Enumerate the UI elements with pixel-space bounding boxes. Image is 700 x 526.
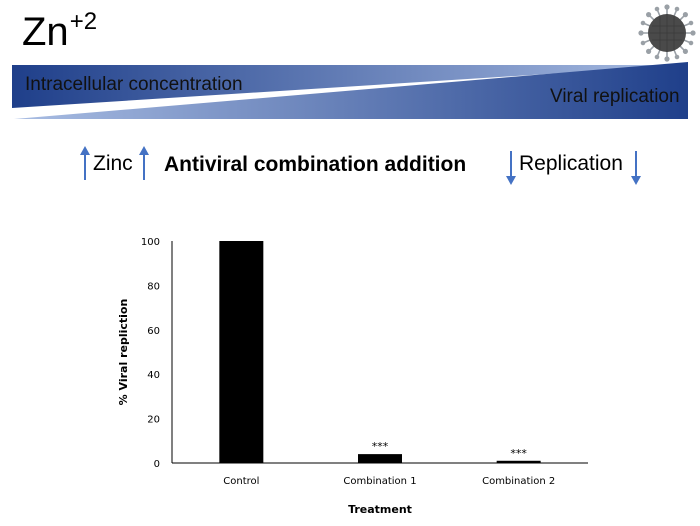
x-tick-label: Combination 1: [343, 476, 416, 487]
y-tick-label: 60: [147, 326, 160, 337]
x-axis-label: Treatment: [348, 503, 412, 516]
virus-icon: [638, 4, 696, 62]
viral-replication-wedge: [14, 62, 688, 119]
up-arrow-icon: [80, 146, 90, 180]
y-tick-label: 80: [147, 281, 160, 292]
up-arrow-icon: [139, 146, 149, 180]
down-arrow-icon: [631, 151, 641, 185]
down-arrow-icon: [506, 151, 516, 185]
y-tick-label: 40: [147, 370, 160, 381]
viral-replication-label: Viral replication: [550, 86, 680, 107]
y-axis-label: % Viral repliction: [117, 299, 130, 406]
intracellular-concentration-wedge: [12, 65, 688, 108]
intracellular-concentration-label: Intracellular concentration: [25, 74, 243, 95]
bar: [219, 241, 264, 463]
element-symbol: Zn: [22, 10, 69, 54]
x-tick-label: Control: [223, 476, 259, 487]
zinc-ion-title: Zn+2: [22, 10, 97, 54]
significance-annotation: ***: [510, 447, 527, 460]
ion-charge: +2: [69, 8, 98, 35]
y-tick-label: 100: [141, 237, 160, 248]
y-tick-label: 20: [147, 415, 160, 426]
bar: [496, 460, 541, 463]
replication-label: Replication: [519, 152, 623, 175]
x-tick-label: Combination 2: [482, 476, 555, 487]
bar: [358, 454, 402, 463]
gradient-wedges: [12, 62, 688, 119]
headline: Antiviral combination addition: [164, 153, 467, 176]
significance-annotation: ***: [372, 440, 389, 453]
zinc-label: Zinc: [93, 152, 133, 175]
y-tick-label: 0: [154, 459, 160, 470]
